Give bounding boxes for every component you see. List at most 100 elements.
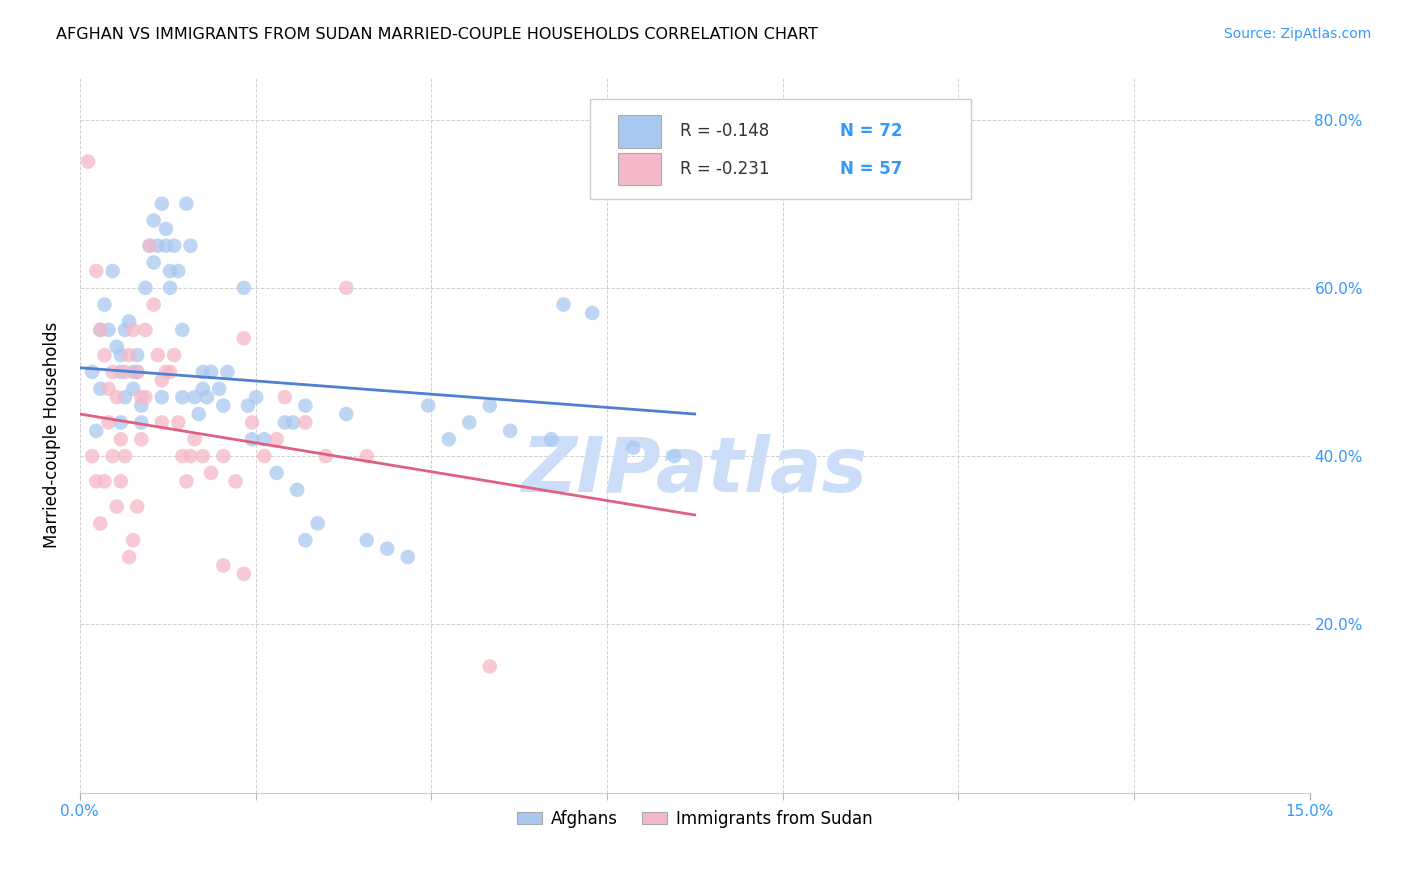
Point bbox=[118, 348, 141, 362]
Point bbox=[180, 238, 202, 252]
Point bbox=[478, 659, 501, 673]
Point bbox=[212, 558, 235, 573]
Point bbox=[621, 441, 644, 455]
Point bbox=[122, 323, 145, 337]
Point bbox=[232, 331, 254, 345]
Point bbox=[122, 533, 145, 548]
Point bbox=[356, 533, 378, 548]
Point bbox=[253, 449, 276, 463]
Point bbox=[581, 306, 603, 320]
Point bbox=[131, 390, 153, 404]
Point bbox=[77, 154, 100, 169]
Point bbox=[155, 238, 177, 252]
Point bbox=[114, 449, 136, 463]
Point bbox=[356, 449, 378, 463]
Point bbox=[458, 416, 481, 430]
Point bbox=[225, 475, 247, 489]
Point bbox=[274, 390, 297, 404]
Point bbox=[110, 348, 132, 362]
Point bbox=[245, 390, 267, 404]
Point bbox=[664, 449, 686, 463]
Point bbox=[191, 382, 214, 396]
Point bbox=[540, 432, 562, 446]
Text: R = -0.231: R = -0.231 bbox=[681, 160, 769, 178]
Point bbox=[114, 365, 136, 379]
Point bbox=[89, 516, 111, 531]
Point bbox=[142, 213, 165, 227]
Point bbox=[335, 407, 357, 421]
Point bbox=[118, 314, 141, 328]
Point bbox=[105, 340, 128, 354]
Point bbox=[127, 365, 149, 379]
Point bbox=[418, 399, 440, 413]
Point bbox=[159, 264, 181, 278]
Point bbox=[212, 449, 235, 463]
Point bbox=[97, 323, 120, 337]
Point bbox=[294, 399, 316, 413]
Point bbox=[134, 281, 156, 295]
Point bbox=[105, 500, 128, 514]
Point bbox=[294, 533, 316, 548]
FancyBboxPatch shape bbox=[619, 115, 661, 147]
Point bbox=[131, 399, 153, 413]
Point bbox=[89, 382, 111, 396]
Point bbox=[437, 432, 460, 446]
Point bbox=[163, 348, 186, 362]
Point bbox=[172, 323, 194, 337]
Legend: Afghans, Immigrants from Sudan: Afghans, Immigrants from Sudan bbox=[510, 803, 879, 834]
Point bbox=[163, 238, 186, 252]
Point bbox=[266, 466, 288, 480]
Point bbox=[142, 298, 165, 312]
Point bbox=[110, 416, 132, 430]
Point bbox=[110, 365, 132, 379]
Point bbox=[105, 390, 128, 404]
Point bbox=[208, 382, 231, 396]
Point bbox=[159, 281, 181, 295]
Point bbox=[155, 222, 177, 236]
Point bbox=[172, 390, 194, 404]
Point bbox=[93, 298, 115, 312]
Text: N = 57: N = 57 bbox=[839, 160, 903, 178]
Point bbox=[294, 416, 316, 430]
Point bbox=[97, 382, 120, 396]
Point bbox=[200, 466, 222, 480]
Point bbox=[281, 416, 304, 430]
Point bbox=[200, 365, 222, 379]
Point bbox=[183, 432, 205, 446]
Point bbox=[118, 550, 141, 565]
Point bbox=[159, 365, 181, 379]
Point bbox=[82, 449, 104, 463]
Point bbox=[307, 516, 329, 531]
Text: Source: ZipAtlas.com: Source: ZipAtlas.com bbox=[1223, 27, 1371, 41]
Point bbox=[101, 264, 124, 278]
Point bbox=[167, 416, 190, 430]
Text: ZIPatlas: ZIPatlas bbox=[522, 434, 868, 508]
Point bbox=[127, 365, 149, 379]
Point bbox=[240, 416, 263, 430]
Point bbox=[150, 196, 173, 211]
Point bbox=[101, 449, 124, 463]
Point bbox=[217, 365, 239, 379]
FancyBboxPatch shape bbox=[591, 99, 972, 199]
Point bbox=[180, 449, 202, 463]
Point bbox=[176, 196, 198, 211]
Point bbox=[274, 416, 297, 430]
Point bbox=[146, 348, 169, 362]
Point bbox=[191, 365, 214, 379]
Point bbox=[478, 399, 501, 413]
Point bbox=[253, 432, 276, 446]
Point bbox=[315, 449, 337, 463]
Point bbox=[232, 566, 254, 581]
Point bbox=[187, 407, 209, 421]
Point bbox=[89, 323, 111, 337]
Point bbox=[285, 483, 308, 497]
Point bbox=[134, 323, 156, 337]
Point bbox=[110, 475, 132, 489]
Point bbox=[131, 432, 153, 446]
Point bbox=[396, 550, 419, 565]
Y-axis label: Married-couple Households: Married-couple Households bbox=[44, 322, 60, 549]
Point bbox=[134, 390, 156, 404]
FancyBboxPatch shape bbox=[619, 153, 661, 185]
Point bbox=[142, 255, 165, 269]
Point bbox=[93, 348, 115, 362]
